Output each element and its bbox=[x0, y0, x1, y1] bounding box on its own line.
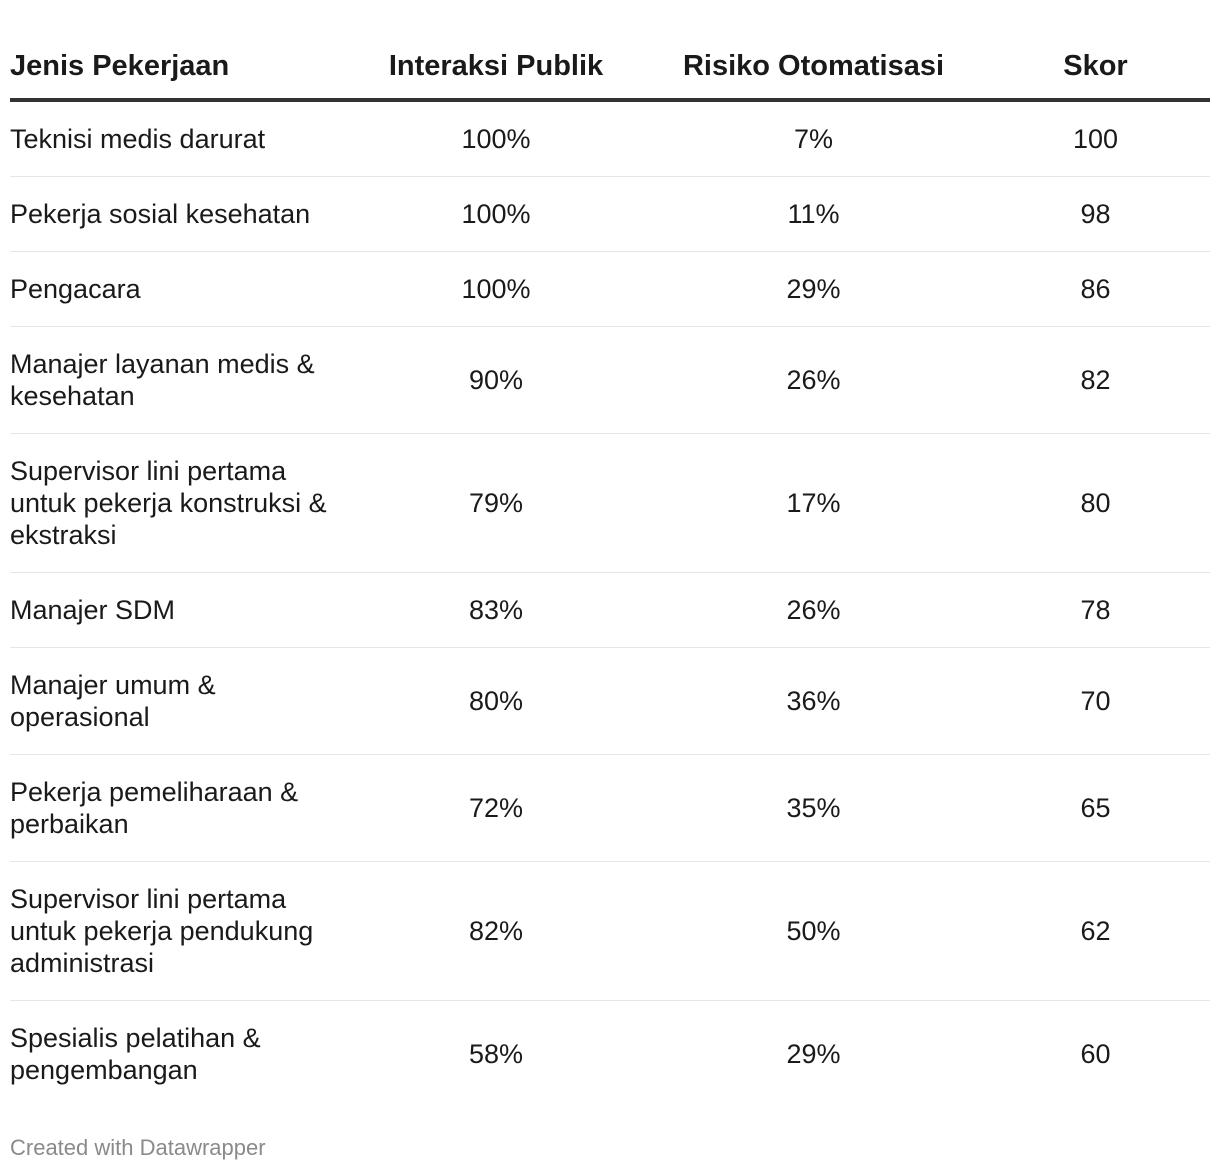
table-row: Pengacara 100% 29% 86 bbox=[10, 251, 1210, 327]
cell-score: 70 bbox=[981, 647, 1210, 755]
cell-job: Pekerja pemeliharaan & perbaikan bbox=[10, 754, 346, 862]
table-row: Teknisi medis darurat 100% 7% 100 bbox=[10, 100, 1210, 177]
cell-risk: 35% bbox=[646, 754, 981, 862]
cell-job: Manajer SDM bbox=[10, 572, 346, 648]
cell-job: Pengacara bbox=[10, 251, 346, 327]
cell-job: Supervisor lini pertama untuk pekerja pe… bbox=[10, 861, 346, 1001]
table-header: Jenis Pekerjaan Interaksi Publik Risiko … bbox=[10, 34, 1210, 102]
column-header-interaction[interactable]: Interaksi Publik bbox=[346, 34, 646, 102]
cell-risk: 11% bbox=[646, 176, 981, 252]
table-row: Manajer SDM 83% 26% 78 bbox=[10, 572, 1210, 648]
cell-risk: 29% bbox=[646, 251, 981, 327]
cell-interaction: 100% bbox=[346, 251, 646, 327]
datawrapper-credit: Created with Datawrapper bbox=[10, 1135, 266, 1160]
table-row: Supervisor lini pertama untuk pekerja ko… bbox=[10, 433, 1210, 573]
cell-score: 80 bbox=[981, 433, 1210, 573]
header-row: Jenis Pekerjaan Interaksi Publik Risiko … bbox=[10, 34, 1210, 102]
cell-interaction: 72% bbox=[346, 754, 646, 862]
cell-score: 98 bbox=[981, 176, 1210, 252]
cell-interaction: 80% bbox=[346, 647, 646, 755]
cell-score: 65 bbox=[981, 754, 1210, 862]
cell-interaction: 90% bbox=[346, 326, 646, 434]
column-header-risk[interactable]: Risiko Otomatisasi bbox=[646, 34, 981, 102]
table-row: Manajer umum & operasional 80% 36% 70 bbox=[10, 647, 1210, 755]
cell-job: Manajer layanan medis & kesehatan bbox=[10, 326, 346, 434]
cell-risk: 26% bbox=[646, 326, 981, 434]
column-header-score[interactable]: Skor bbox=[981, 34, 1210, 102]
cell-job: Manajer umum & operasional bbox=[10, 647, 346, 755]
cell-interaction: 79% bbox=[346, 433, 646, 573]
cell-risk: 29% bbox=[786, 1039, 841, 1069]
data-table: Jenis Pekerjaan Interaksi Publik Risiko … bbox=[10, 34, 1210, 1107]
table-row: Spesialis pelatihan & pengembangan 58% 29%… bbox=[10, 1001, 1210, 1108]
cell-score: 86 bbox=[981, 251, 1210, 327]
cell-interaction: 100% bbox=[346, 100, 646, 177]
cell-risk: 26% bbox=[646, 572, 981, 648]
cell-interaction: 100% bbox=[346, 176, 646, 252]
cell-risk: 17% bbox=[646, 433, 981, 573]
cell-score: 82 bbox=[981, 326, 1210, 434]
table-body: Teknisi medis darurat 100% 7% 100 Pekerja so… bbox=[10, 100, 1210, 1107]
cell-interaction: 82% bbox=[346, 861, 646, 1001]
cell-risk: 36% bbox=[646, 647, 981, 755]
cell-score: 62 bbox=[981, 861, 1210, 1001]
table-row: Pekerja pemeliharaan & perbaikan 72% 35% 65 bbox=[10, 754, 1210, 862]
table-row: Pekerja sosial kesehatan 100% 11% 98 bbox=[10, 176, 1210, 252]
cell-interaction: 83% bbox=[346, 572, 646, 648]
cell-risk: 50% bbox=[646, 861, 981, 1001]
cell-job: Spesialis pelatihan & pengembangan bbox=[10, 1023, 261, 1085]
cell-interaction: 58% bbox=[468, 1039, 524, 1069]
cell-job: Supervisor lini pertama untuk pekerja ko… bbox=[10, 433, 346, 573]
cell-score: 78 bbox=[981, 572, 1210, 648]
column-header-job[interactable]: Jenis Pekerjaan bbox=[10, 34, 346, 102]
cell-risk: 7% bbox=[646, 100, 981, 177]
cell-score: 60 bbox=[1080, 1039, 1111, 1069]
table-row: Supervisor lini pertama untuk pekerja pe… bbox=[10, 861, 1210, 1001]
cell-score: 100 bbox=[981, 100, 1210, 177]
table-row: Manajer layanan medis & kesehatan 90% 26% 8… bbox=[10, 326, 1210, 434]
cell-job: Teknisi medis darurat bbox=[10, 100, 346, 177]
cell-job: Pekerja sosial kesehatan bbox=[10, 176, 346, 252]
